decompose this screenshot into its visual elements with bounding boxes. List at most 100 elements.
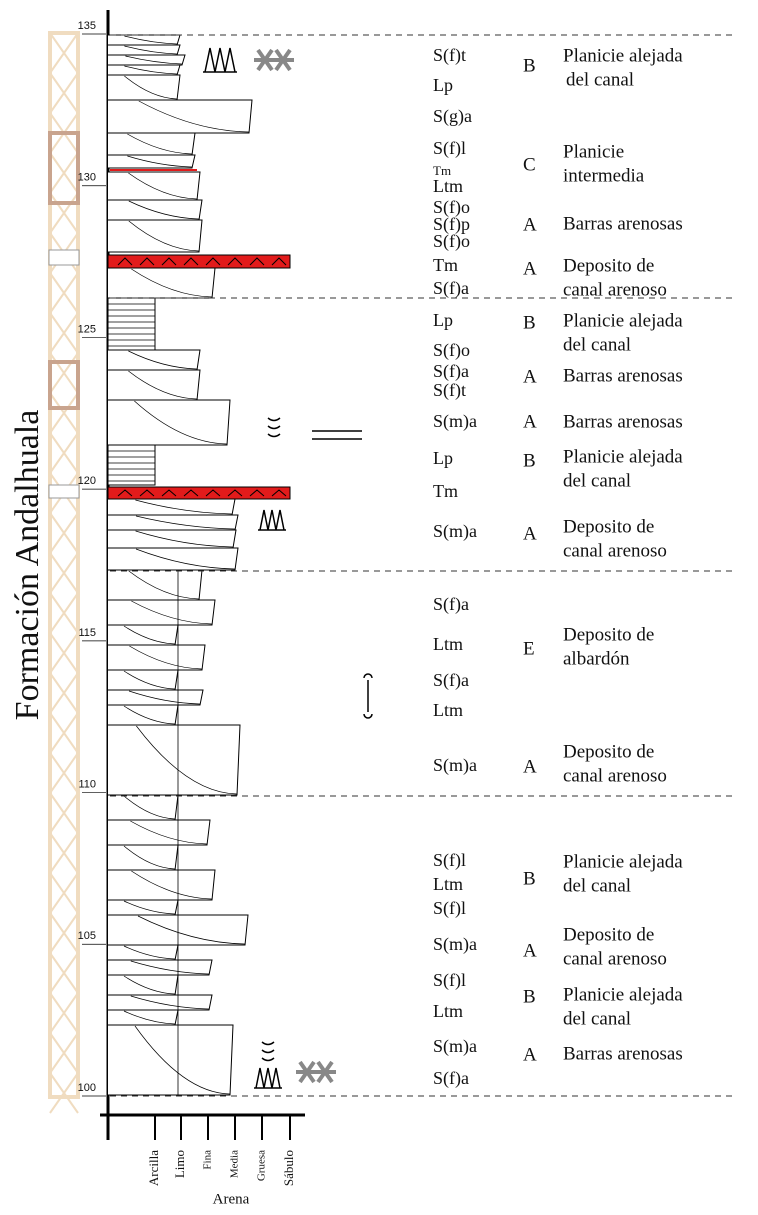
- bar-cross: [49, 592, 79, 634]
- bed: [108, 171, 201, 201]
- facies-interpretation: Planicie alejada: [563, 984, 683, 1005]
- facies-letter: A: [523, 214, 537, 235]
- bed: [108, 994, 213, 1011]
- laminated-bed: [107, 297, 156, 351]
- cross-lamination: [135, 515, 236, 530]
- bar-cross: [49, 352, 79, 394]
- lithofacies-code: Tm: [433, 255, 458, 275]
- lithofacies-code: S(f)o: [433, 197, 470, 218]
- bar-cross: [49, 272, 79, 314]
- bar-cross: [49, 1072, 79, 1114]
- depth-tick-label: 100: [78, 1082, 96, 1094]
- bed: [108, 844, 179, 871]
- bed: [108, 547, 239, 571]
- bed: [108, 154, 196, 169]
- bed: [108, 944, 179, 961]
- white-box: [48, 484, 80, 499]
- cross-lamination: [136, 725, 238, 795]
- depth-tick-label: 135: [78, 20, 96, 32]
- cross-lamination: [130, 820, 208, 845]
- facies-interpretation: del canal: [563, 470, 631, 491]
- facies-interpretation: del canal: [563, 334, 631, 355]
- cross-lamination: [137, 915, 246, 945]
- facies-letter: A: [523, 523, 537, 544]
- brown-box: [48, 360, 80, 410]
- cross-lamination: [123, 945, 176, 960]
- bar-cross: [49, 152, 79, 194]
- facies-interpretation: intermedia: [563, 165, 645, 186]
- bed: [108, 899, 179, 916]
- facies-interpretation: Barras arenosas: [563, 411, 683, 432]
- cross-lamination: [123, 625, 176, 645]
- depth-tick-label: 125: [78, 323, 96, 335]
- cross-lamination: [123, 795, 176, 820]
- bed: [108, 724, 241, 796]
- grain-size-label: Sábulo: [281, 1150, 296, 1186]
- facies-interpretation: Barras arenosas: [563, 213, 683, 234]
- cross-lamination: [131, 600, 213, 625]
- grain-size-label: Gruesa: [256, 1150, 268, 1181]
- facies-interpretation: Barras arenosas: [563, 365, 683, 386]
- bar-cross: [49, 912, 79, 954]
- bed: [108, 644, 206, 671]
- red-bed-pattern: [117, 489, 287, 497]
- lithofacies-code: S(f)t: [433, 45, 466, 66]
- bed: [108, 498, 236, 516]
- cross-lamination: [128, 570, 200, 600]
- bed: [108, 349, 201, 371]
- bar-cross: [49, 32, 79, 74]
- facies-letter: A: [523, 1044, 537, 1065]
- bed: [108, 369, 201, 401]
- bed: [108, 624, 179, 646]
- facies-letter: E: [523, 638, 535, 659]
- lithofacies-code: Tm: [433, 481, 458, 501]
- bar-cross: [49, 72, 79, 114]
- bar-cross: [49, 1032, 79, 1074]
- bed: [108, 1024, 234, 1096]
- cross-lamination: [124, 35, 178, 45]
- lithofacies-code: S(f)o: [433, 340, 470, 361]
- lithofacies-code: Ltm: [433, 874, 463, 894]
- facies-interpretation: Planicie alejada: [563, 45, 683, 66]
- brown-box: [48, 131, 80, 205]
- facies-letter: B: [523, 868, 536, 889]
- bar-cross: [49, 192, 79, 234]
- facies-interpretation: canal arenoso: [563, 948, 667, 969]
- cross-lamination: [129, 645, 203, 670]
- facies-interpretation: del canal: [563, 1008, 631, 1029]
- lithofacies-code: S(f)a: [433, 1068, 469, 1089]
- cross-lamination: [130, 960, 210, 975]
- bar-cross: [49, 992, 79, 1034]
- lithofacies-code: Lp: [433, 75, 453, 95]
- depth-tick-label: 120: [78, 475, 96, 487]
- lithofacies-code: Ltm: [433, 1001, 463, 1021]
- bar-cross: [49, 752, 79, 794]
- cross-lamination: [135, 499, 233, 515]
- lithofacies-code: S(f)l: [433, 970, 466, 991]
- formation-bar: [48, 31, 80, 1099]
- grain-size-label: Arcilla: [146, 1150, 161, 1186]
- facies-interpretation: Deposito de: [563, 741, 654, 762]
- cross-lamination: [138, 100, 250, 133]
- facies-letter: C: [523, 154, 536, 175]
- facies-letter: B: [523, 312, 536, 333]
- cross-lamination: [124, 45, 178, 55]
- red-bed-pattern: [117, 257, 287, 266]
- red-bed: [107, 486, 291, 500]
- depth-tick-label: 105: [78, 930, 96, 942]
- bar-cross: [49, 672, 79, 714]
- lithofacies-code: S(f)a: [433, 361, 469, 382]
- facies-interpretation: Barras arenosas: [563, 1043, 683, 1064]
- cross-lamination: [128, 220, 200, 252]
- bar-cross: [49, 632, 79, 674]
- bed: [108, 132, 196, 156]
- bed: [108, 704, 179, 726]
- bed: [108, 569, 203, 601]
- cross-lamination: [131, 268, 213, 298]
- bed: [108, 689, 204, 706]
- facies-interpretation: Deposito de: [563, 624, 654, 645]
- facies-letter: A: [523, 411, 537, 432]
- bed: [108, 219, 203, 253]
- cross-lamination: [128, 172, 198, 200]
